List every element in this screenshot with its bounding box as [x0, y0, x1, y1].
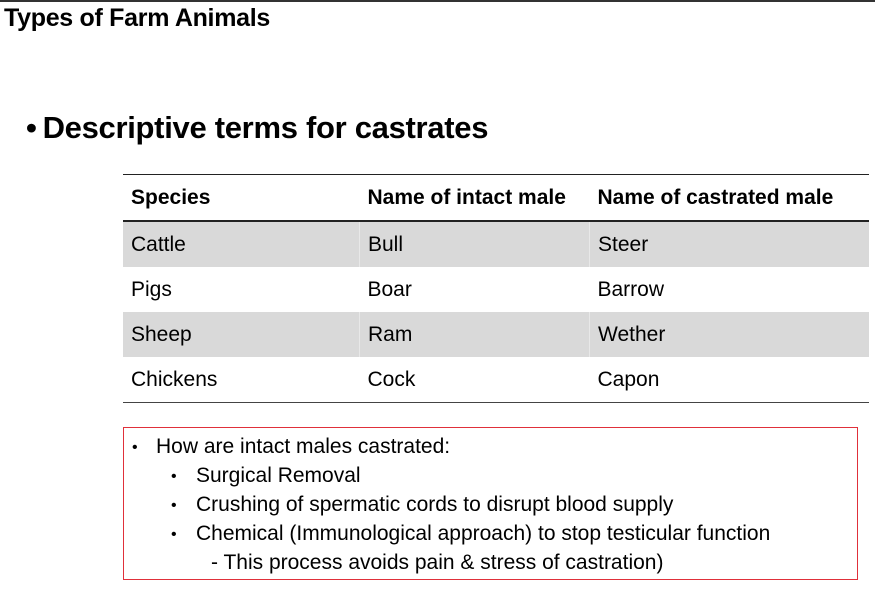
table-row: Chickens Cock Capon	[123, 357, 869, 403]
castrate-terms-table: Species Name of intact male Name of cast…	[123, 174, 869, 403]
cell-castrated: Barrow	[597, 277, 665, 301]
section-heading: • Descriptive terms for castrates	[26, 110, 488, 146]
section-heading-text: Descriptive terms for castrates	[42, 110, 489, 145]
cell-species: Sheep	[123, 312, 360, 357]
method-item: Crushing of spermatic cords to disrupt b…	[196, 493, 674, 516]
method-item: Chemical (Immunological approach) to sto…	[196, 522, 771, 545]
table-row: Sheep Ram Wether	[123, 312, 869, 357]
cell-species: Cattle	[123, 221, 360, 267]
slide-title: Types of Farm Animals	[4, 4, 270, 32]
cell-species: Chickens	[131, 367, 218, 391]
cell-castrated: Steer	[589, 221, 869, 267]
method-note: - This process avoids pain & stress of c…	[211, 551, 664, 574]
bullet-icon: •	[26, 110, 37, 145]
cell-intact: Bull	[359, 221, 590, 267]
bullet-icon: •	[171, 468, 177, 485]
cell-intact: Ram	[359, 312, 590, 357]
methods-question: How are intact males castrated:	[156, 435, 451, 458]
top-rule	[0, 0, 875, 2]
header-castrated-male: Name of castrated male	[597, 185, 834, 209]
bullet-icon: •	[132, 439, 138, 456]
castration-methods-box: • How are intact males castrated: • Surg…	[123, 427, 858, 580]
cell-intact: Boar	[367, 277, 412, 301]
header-intact-male: Name of intact male	[367, 185, 566, 209]
header-species: Species	[131, 185, 211, 209]
bullet-icon: •	[171, 526, 177, 543]
table-header-row: Species Name of intact male Name of cast…	[123, 174, 869, 221]
cell-castrated: Capon	[597, 367, 660, 391]
method-item: Surgical Removal	[196, 464, 361, 487]
cell-castrated: Wether	[589, 312, 869, 357]
cell-intact: Cock	[367, 367, 416, 391]
cell-species: Pigs	[131, 277, 172, 301]
table-row: Pigs Boar Barrow	[123, 267, 869, 312]
table-row: Cattle Bull Steer	[123, 221, 869, 267]
bullet-icon: •	[171, 497, 177, 514]
